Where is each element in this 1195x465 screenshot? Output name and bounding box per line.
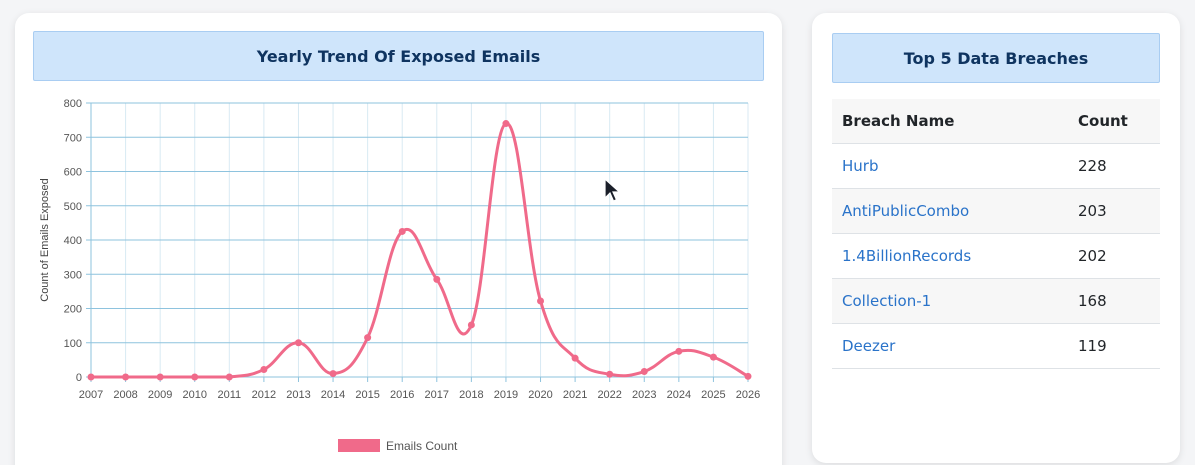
x-tick-label: 2017 <box>425 389 449 401</box>
data-point <box>191 373 199 381</box>
data-point <box>364 334 372 342</box>
data-point <box>744 372 752 380</box>
x-tick-label: 2020 <box>528 389 552 401</box>
breach-count: 203 <box>1068 188 1160 234</box>
x-tick-label: 2018 <box>459 389 483 401</box>
table-card: Top 5 Data Breaches Breach Name Count Hu… <box>812 13 1180 463</box>
column-header-breach-name: Breach Name <box>832 99 1068 144</box>
x-tick-label: 2019 <box>494 389 518 401</box>
data-point <box>225 373 233 381</box>
x-tick-label: 2014 <box>321 389 345 401</box>
data-point <box>433 275 441 283</box>
breach-table: Breach Name Count Hurb 228 AntiPublicCom… <box>832 99 1160 369</box>
x-tick-label: 2026 <box>736 389 760 401</box>
breach-name-link[interactable]: Collection-1 <box>832 278 1068 324</box>
x-tick-label: 2021 <box>563 389 587 401</box>
x-tick-label: 2015 <box>355 389 379 401</box>
breach-name-link[interactable]: 1.4BillionRecords <box>832 233 1068 279</box>
data-point <box>398 227 406 235</box>
data-point <box>675 347 683 355</box>
y-tick-label: 0 <box>76 372 82 384</box>
data-point <box>329 370 337 378</box>
table-row: Deezer 119 <box>832 323 1160 369</box>
data-point <box>502 120 510 128</box>
breach-count: 119 <box>1068 323 1160 369</box>
table-row: Collection-1 168 <box>832 278 1160 324</box>
y-tick-label: 600 <box>64 167 82 179</box>
x-tick-label: 2010 <box>182 389 206 401</box>
y-axis-label: Count of Emails Exposed <box>39 178 51 302</box>
data-point <box>640 368 648 376</box>
data-point <box>260 365 268 373</box>
y-tick-label: 200 <box>64 304 82 316</box>
y-tick-label: 800 <box>64 98 82 110</box>
y-tick-label: 400 <box>64 235 82 247</box>
x-tick-label: 2009 <box>148 389 172 401</box>
y-tick-label: 700 <box>64 132 82 144</box>
series-line <box>91 122 749 379</box>
x-tick-label: 2007 <box>79 389 103 401</box>
table-header-row: Breach Name Count <box>832 99 1160 144</box>
y-tick-label: 500 <box>64 201 82 213</box>
column-header-count: Count <box>1068 99 1160 144</box>
legend-swatch <box>338 439 380 452</box>
data-point <box>467 321 475 329</box>
x-tick-label: 2016 <box>390 389 414 401</box>
table-row: 1.4BillionRecords 202 <box>832 233 1160 279</box>
x-tick-label: 2013 <box>286 389 310 401</box>
data-point <box>122 373 130 381</box>
line-chart: 0 100 200 300 400 500 600 700 800 2007 2008 2009 201… <box>39 98 760 453</box>
legend-label: Emails Count <box>386 439 458 453</box>
data-point <box>709 353 717 361</box>
breach-name-link[interactable]: Deezer <box>832 323 1068 369</box>
x-tick-label: 2022 <box>597 389 621 401</box>
data-point <box>294 339 302 347</box>
y-tick-label: 300 <box>64 269 82 281</box>
mouse-cursor-icon <box>604 178 622 202</box>
y-tick-label: 100 <box>64 338 82 350</box>
data-point <box>537 297 545 305</box>
data-point <box>87 373 95 381</box>
breach-count: 228 <box>1068 143 1160 189</box>
x-tick-label: 2025 <box>701 389 725 401</box>
table-row: Hurb 228 <box>832 143 1160 189</box>
data-point <box>606 370 614 378</box>
x-tick-label: 2008 <box>113 389 137 401</box>
breach-name-link[interactable]: AntiPublicCombo <box>832 188 1068 234</box>
breach-count: 202 <box>1068 233 1160 279</box>
data-point <box>156 373 164 381</box>
chart-title: Yearly Trend Of Exposed Emails <box>33 31 764 81</box>
x-tick-label: 2012 <box>252 389 276 401</box>
breach-count: 168 <box>1068 278 1160 324</box>
x-tick-label: 2024 <box>667 389 691 401</box>
chart-card: Yearly Trend Of Exposed Emails 0 100 200 30… <box>15 13 782 465</box>
table-row: AntiPublicCombo 203 <box>832 188 1160 234</box>
data-point <box>571 354 579 362</box>
x-tick-label: 2023 <box>632 389 656 401</box>
table-title: Top 5 Data Breaches <box>832 33 1160 83</box>
breach-name-link[interactable]: Hurb <box>832 143 1068 189</box>
x-tick-label: 2011 <box>217 389 241 401</box>
